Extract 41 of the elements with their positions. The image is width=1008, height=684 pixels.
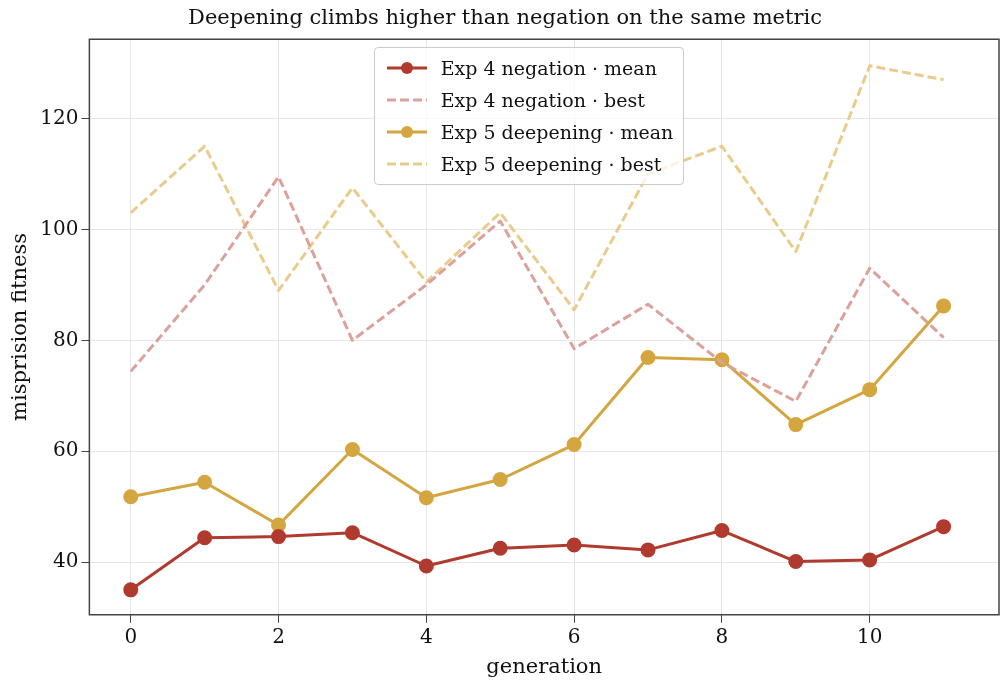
point	[123, 489, 139, 505]
y-tick-label: 60	[52, 437, 79, 462]
x-tick-label: 10	[856, 624, 883, 648]
chart-title: Deepening climbs higher than negation on the same metric	[188, 5, 822, 30]
point	[714, 523, 730, 539]
legend-label: Exp 5 deepening · mean	[440, 121, 674, 144]
point	[788, 417, 804, 433]
line-series	[129, 175, 946, 403]
point	[862, 552, 878, 568]
point	[344, 442, 360, 458]
y-tick-label: 120	[40, 104, 79, 129]
y-tick-label: 40	[52, 548, 79, 573]
point	[492, 472, 508, 487]
point	[271, 529, 287, 545]
y-tick-label: 100	[40, 215, 79, 240]
legend-label: Exp 4 negation · mean	[440, 57, 657, 80]
point	[862, 382, 878, 398]
point	[936, 298, 952, 314]
point	[123, 582, 139, 598]
x-tick-label: 0	[124, 624, 138, 648]
point	[566, 537, 582, 553]
x-tick-label: 2	[272, 624, 285, 648]
legend-label: Exp 5 deepening · best	[440, 153, 662, 176]
y-tick-label: 80	[52, 326, 79, 351]
x-tick-label: 4	[419, 624, 433, 648]
legend-label: Exp 4 negation · best	[440, 89, 645, 112]
y-axis-title: misprision fitness	[7, 233, 32, 421]
point	[492, 540, 508, 556]
x-tick-label: 8	[715, 624, 729, 648]
point	[788, 554, 804, 570]
point	[936, 519, 952, 535]
point	[197, 474, 213, 490]
point	[344, 525, 360, 541]
point	[418, 558, 434, 574]
point	[418, 490, 434, 506]
x-tick-label: 6	[567, 624, 581, 648]
point	[566, 437, 582, 453]
x-axis-title: generation	[486, 653, 603, 678]
point	[640, 542, 656, 558]
point	[197, 530, 213, 546]
point	[640, 350, 656, 365]
